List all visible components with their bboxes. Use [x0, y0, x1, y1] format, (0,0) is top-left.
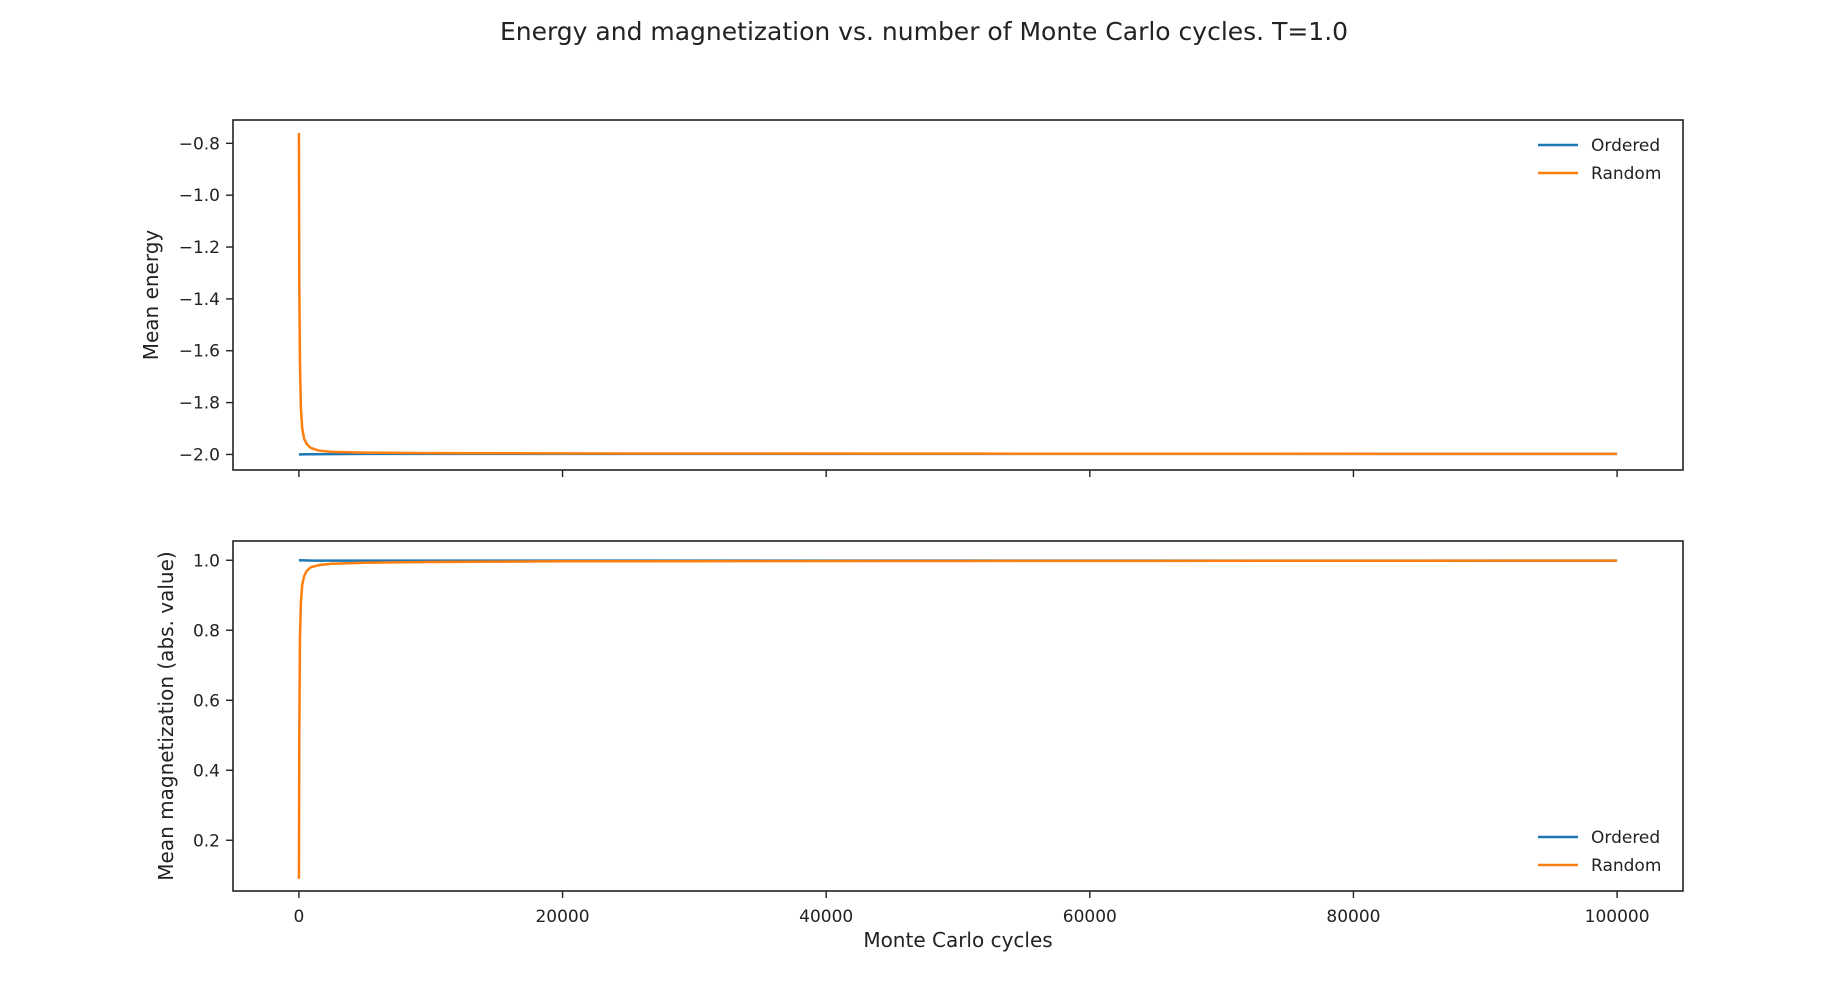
magnetization-x-tick-label: 100000 — [1585, 907, 1650, 927]
magnetization-y-tick-label: 0.6 — [193, 691, 220, 711]
energy-y-tick-label: −1.8 — [179, 394, 220, 414]
magnetization-y-axis-label: Mean magnetization (abs. value) — [154, 551, 178, 880]
magnetization-x-tick-label: 20000 — [535, 907, 589, 927]
energy-axes-frame — [232, 119, 1684, 471]
energy-y-tick-label: −1.0 — [179, 186, 220, 206]
energy-panel: −2.0 −1.8 −1.6 −1.4 −1.2 −1.0 −0.8 Mean energy O… — [139, 119, 1684, 477]
magnetization-axes-frame — [232, 540, 1684, 892]
magnetization-x-axis-label: Monte Carlo cycles — [863, 928, 1052, 952]
energy-y-axis-label: Mean energy — [139, 230, 163, 361]
magnetization-x-tick-label: 0 — [293, 907, 304, 927]
magnetization-x-tick-label: 60000 — [1063, 907, 1117, 927]
magnetization-x-tick-label: 80000 — [1326, 907, 1380, 927]
energy-y-tick-label: −2.0 — [179, 445, 220, 465]
magnetization-legend: Ordered Random — [1538, 828, 1661, 876]
magnetization-y-tick-label: 0.2 — [193, 831, 220, 851]
magnetization-x-tick-label: 40000 — [799, 907, 853, 927]
magnetization-legend-label-ordered: Ordered — [1591, 828, 1660, 848]
magnetization-series-random-line — [297, 559, 1618, 879]
energy-legend: Ordered Random — [1538, 136, 1661, 184]
energy-legend-label-random: Random — [1591, 164, 1661, 184]
magnetization-panel: 0 20000 40000 60000 80000 100000 0.2 0.4 0.6 0.8 1… — [154, 540, 1684, 952]
magnetization-legend-label-random: Random — [1591, 856, 1661, 876]
energy-y-tick-label: −1.6 — [179, 342, 220, 362]
energy-y-tick-label: −1.2 — [179, 238, 220, 258]
energy-series-random-line — [297, 132, 1618, 456]
figure-title: Energy and magnetization vs. number of M… — [500, 17, 1348, 46]
energy-y-tick-label: −1.4 — [179, 290, 220, 310]
energy-y-tick-label: −0.8 — [179, 134, 220, 154]
energy-legend-label-ordered: Ordered — [1591, 136, 1660, 156]
magnetization-y-tick-label: 1.0 — [193, 551, 220, 571]
magnetization-y-tick-label: 0.8 — [193, 621, 220, 641]
magnetization-y-tick-label: 0.4 — [193, 761, 220, 781]
